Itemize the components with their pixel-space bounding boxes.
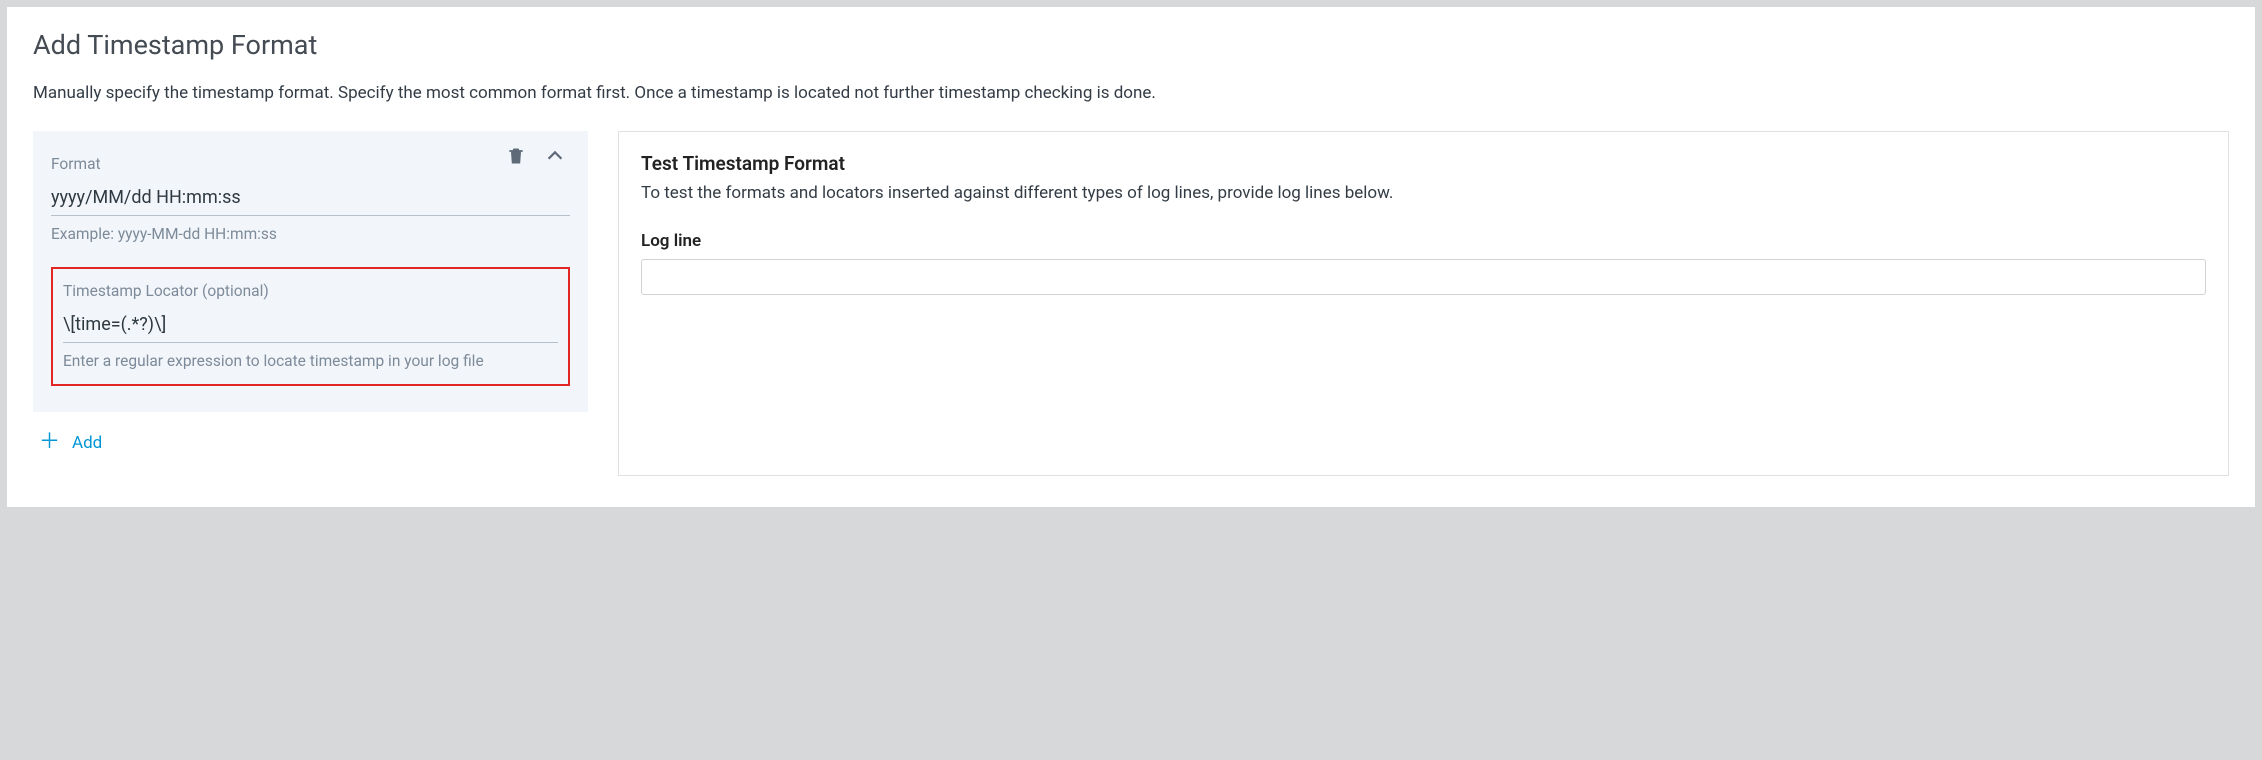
log-line-label: Log line <box>641 231 2206 251</box>
test-title: Test Timestamp Format <box>641 152 2206 175</box>
columns: Format Example: yyyy-MM-dd HH:mm:ss Time… <box>33 131 2229 476</box>
log-line-input[interactable] <box>641 259 2206 295</box>
page-title: Add Timestamp Format <box>33 29 2229 61</box>
test-description: To test the formats and locators inserte… <box>641 183 2206 203</box>
locator-input[interactable] <box>63 310 558 343</box>
add-button[interactable]: ＋ Add <box>33 432 588 453</box>
trash-icon[interactable] <box>506 145 526 167</box>
plus-icon: ＋ <box>39 432 60 453</box>
test-panel: Test Timestamp Format To test the format… <box>618 131 2229 476</box>
locator-highlight: Timestamp Locator (optional) Enter a reg… <box>51 267 570 386</box>
locator-label: Timestamp Locator (optional) <box>63 282 558 300</box>
format-card: Format Example: yyyy-MM-dd HH:mm:ss Time… <box>33 131 588 412</box>
page-description: Manually specify the timestamp format. S… <box>33 83 2229 103</box>
format-field: Format Example: yyyy-MM-dd HH:mm:ss <box>51 155 570 243</box>
add-timestamp-format-panel: Add Timestamp Format Manually specify th… <box>7 7 2255 507</box>
card-actions <box>506 145 566 167</box>
locator-help: Enter a regular expression to locate tim… <box>63 352 558 370</box>
left-column: Format Example: yyyy-MM-dd HH:mm:ss Time… <box>33 131 588 453</box>
locator-field: Timestamp Locator (optional) Enter a reg… <box>63 282 558 370</box>
format-label: Format <box>51 155 570 173</box>
format-input[interactable] <box>51 183 570 216</box>
add-label: Add <box>72 433 102 453</box>
collapse-icon[interactable] <box>544 145 566 167</box>
format-help: Example: yyyy-MM-dd HH:mm:ss <box>51 225 570 243</box>
